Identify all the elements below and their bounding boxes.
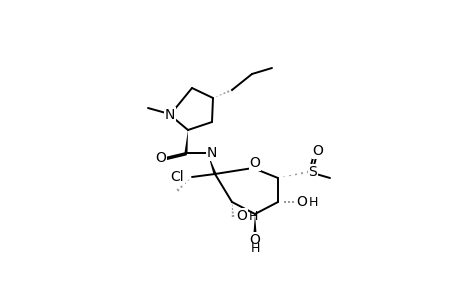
Text: N: N bbox=[207, 146, 217, 160]
Text: H: H bbox=[308, 196, 318, 209]
Text: N: N bbox=[164, 108, 175, 122]
Text: H: H bbox=[250, 242, 259, 256]
Text: H: H bbox=[248, 209, 258, 223]
Text: O: O bbox=[236, 209, 247, 223]
Polygon shape bbox=[207, 154, 216, 175]
Text: O: O bbox=[312, 144, 323, 158]
Text: O: O bbox=[249, 156, 260, 170]
Text: O: O bbox=[155, 151, 166, 165]
Text: O: O bbox=[249, 233, 260, 247]
Polygon shape bbox=[184, 130, 188, 153]
Polygon shape bbox=[253, 214, 256, 233]
Text: Cl: Cl bbox=[170, 170, 184, 184]
Text: S: S bbox=[308, 165, 317, 179]
Text: O: O bbox=[296, 195, 307, 209]
